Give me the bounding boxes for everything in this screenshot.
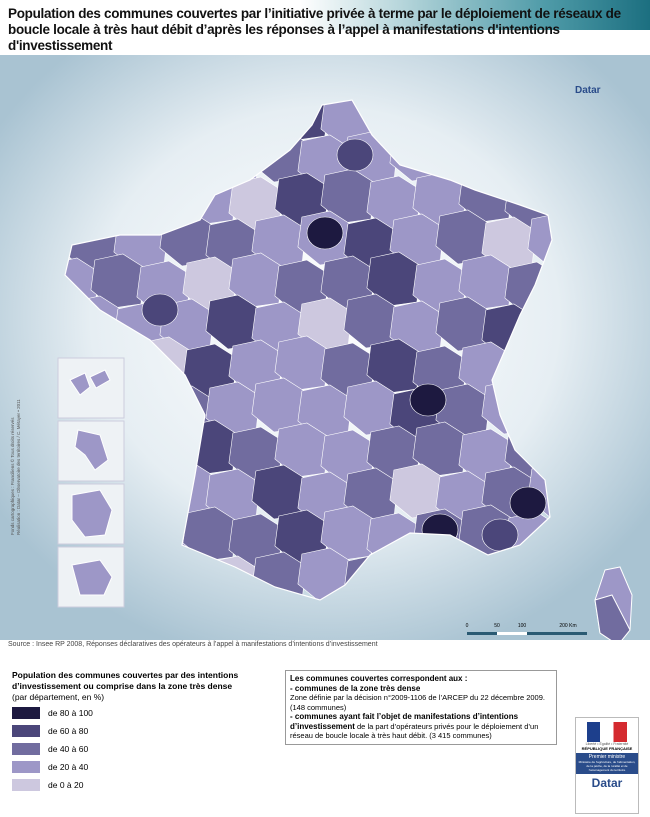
legend-label: de 60 à 80 — [48, 726, 89, 736]
legend-label: de 40 à 60 — [48, 744, 89, 754]
logo: Liberté • Égalité • Fraternité RÉPUBLIQU… — [575, 717, 639, 814]
ministry: Premier ministre Ministère de l’agricultu… — [576, 753, 638, 774]
legend-title: Population des communes couvertes par de… — [12, 670, 239, 691]
title: Population des communes couvertes par l’… — [8, 6, 621, 53]
legend-swatch — [12, 779, 40, 791]
logo-brand: Datar — [591, 776, 623, 790]
ministry-title: Premier ministre — [588, 754, 626, 760]
department — [409, 383, 447, 417]
legend-item: de 60 à 80 — [12, 723, 272, 739]
legend-subtitle: (par département, en %) — [12, 692, 105, 702]
map: Datar Fonds cartographiques : Francilien… — [0, 55, 650, 640]
scale-bar: 0 50 100 200 Km — [466, 623, 587, 635]
department — [336, 138, 374, 172]
legend-swatch — [12, 725, 40, 737]
department — [527, 212, 552, 268]
republic: RÉPUBLIQUE FRANÇAISE — [581, 746, 633, 751]
legend-swatch — [12, 761, 40, 773]
scale-label: 50 — [494, 623, 500, 629]
department — [509, 486, 547, 520]
notes-item: - communes de la zone très dense — [290, 683, 421, 693]
source: Source : Insee RP 2008, Réponses déclara… — [8, 641, 378, 648]
motto: Liberté • Égalité • Fraternité — [585, 742, 629, 746]
corsica-south — [594, 594, 631, 640]
notes-heading: Les communes couvertes correspondent aux… — [290, 674, 468, 683]
legend-label: de 0 à 20 — [48, 780, 84, 790]
legend-item: de 20 à 40 — [12, 759, 272, 775]
ministry-detail: Ministère de l’agriculture, de l’aliment… — [578, 760, 636, 772]
scale-label: 200 Km — [559, 623, 576, 629]
department — [306, 216, 344, 250]
notes: Les communes couvertes correspondent aux… — [285, 670, 557, 745]
legend: Population des communes couvertes par de… — [12, 670, 272, 793]
legend-label: de 80 à 100 — [48, 708, 93, 718]
notes-detail: de la part d’opérateurs privés pour le d… — [290, 721, 539, 741]
scale-label: 0 — [466, 623, 469, 629]
legend-item: de 40 à 60 — [12, 741, 272, 757]
notes-detail: Zone définie par la décision n°2009-1106… — [290, 693, 545, 712]
legend-item: de 0 à 20 — [12, 777, 272, 793]
scale-label: 100 — [518, 623, 527, 629]
dom-insets — [57, 357, 125, 608]
legend-swatch — [12, 743, 40, 755]
credit: Fonds cartographiques : Franciliens © To… — [9, 417, 15, 535]
department — [141, 293, 179, 327]
credit: Réalisation : Datar – Observatoire des t… — [16, 399, 21, 535]
legend-swatch — [12, 707, 40, 719]
title-band — [300, 0, 650, 30]
legend-label: de 20 à 40 — [48, 762, 89, 772]
notes-item: - communes ayant fait l’objet de manifes… — [290, 712, 519, 731]
legend-item: de 80 à 100 — [12, 705, 272, 721]
map-brand: Datar — [575, 85, 601, 96]
department — [481, 518, 519, 552]
